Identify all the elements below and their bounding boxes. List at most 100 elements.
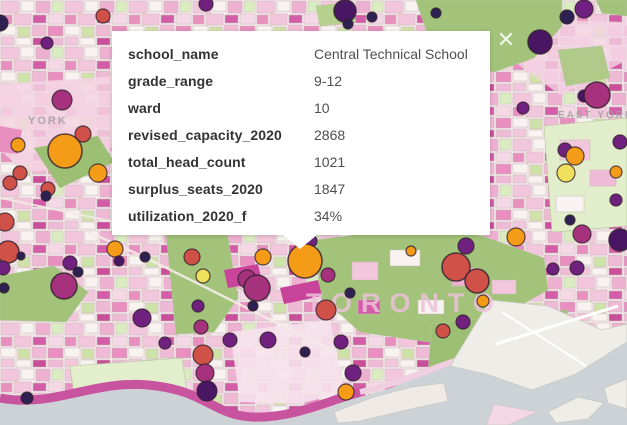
school-marker[interactable] — [0, 240, 20, 264]
school-marker[interactable] — [40, 36, 54, 50]
school-marker[interactable] — [195, 268, 211, 284]
school-markers — [0, 0, 627, 405]
school-marker[interactable] — [299, 346, 311, 358]
tooltip-row: grade_range 9-12 — [128, 67, 474, 94]
school-marker[interactable] — [72, 266, 84, 278]
tooltip-field-value: 1847 — [314, 180, 346, 197]
school-marker[interactable] — [609, 193, 623, 207]
school-marker[interactable] — [2, 175, 18, 191]
school-marker[interactable] — [0, 260, 11, 276]
tooltip-field-label: school_name — [128, 45, 219, 62]
school-marker[interactable] — [158, 336, 172, 350]
tooltip-row: school_name Central Technical School — [128, 40, 474, 67]
school-marker[interactable] — [337, 383, 355, 401]
school-marker[interactable] — [195, 363, 215, 383]
school-marker[interactable] — [516, 101, 530, 115]
school-marker[interactable] — [608, 228, 627, 252]
school-marker[interactable] — [113, 255, 125, 267]
school-marker[interactable] — [259, 331, 277, 349]
school-marker[interactable] — [254, 248, 272, 266]
school-marker[interactable] — [366, 11, 378, 23]
school-marker[interactable] — [193, 319, 209, 335]
tooltip-field-value: 2868 — [314, 126, 346, 143]
tooltip-field-value: 34% — [314, 207, 343, 224]
school-marker[interactable] — [287, 243, 323, 279]
tooltip-row: ward 10 — [128, 94, 474, 121]
school-marker[interactable] — [430, 7, 442, 19]
portlands — [333, 299, 627, 425]
school-marker[interactable] — [88, 163, 108, 183]
school-marker[interactable] — [344, 364, 362, 382]
tooltip-field-label: surplus_seats_2020 — [128, 180, 263, 197]
tooltip-rows: school_name Central Technical School grade… — [128, 40, 474, 229]
tooltip-popup: school_name Central Technical School grade… — [112, 31, 490, 249]
tooltip-field-value: 1021 — [314, 153, 346, 170]
school-marker[interactable] — [435, 323, 451, 339]
school-marker[interactable] — [198, 0, 214, 12]
school-marker[interactable] — [16, 251, 26, 261]
school-marker[interactable] — [51, 89, 73, 111]
school-marker[interactable] — [441, 252, 471, 282]
tooltip-row: surplus_seats_2020 1847 — [128, 175, 474, 202]
school-marker[interactable] — [344, 287, 356, 299]
school-marker[interactable] — [247, 300, 259, 312]
school-marker[interactable] — [559, 9, 575, 25]
school-marker[interactable] — [106, 240, 124, 258]
school-marker[interactable] — [50, 272, 78, 300]
school-marker[interactable] — [0, 282, 10, 294]
tooltip-pointer — [283, 235, 317, 249]
school-marker[interactable] — [565, 146, 585, 166]
school-marker[interactable] — [527, 29, 553, 55]
school-marker[interactable] — [506, 227, 526, 247]
school-marker[interactable] — [243, 274, 271, 302]
school-marker[interactable] — [10, 137, 26, 153]
school-marker[interactable] — [612, 134, 627, 150]
school-marker[interactable] — [333, 334, 349, 350]
school-marker[interactable] — [476, 294, 490, 308]
school-marker[interactable] — [196, 380, 218, 402]
tooltip-field-value: Central Technical School — [314, 45, 468, 62]
school-marker[interactable] — [333, 0, 357, 23]
school-marker[interactable] — [556, 163, 576, 183]
tooltip-field-value: 10 — [314, 99, 330, 116]
tooltip-field-label: ward — [128, 99, 162, 116]
tooltip-field-label: grade_range — [128, 72, 214, 89]
school-marker[interactable] — [455, 314, 471, 330]
school-marker[interactable] — [12, 165, 28, 181]
school-marker[interactable] — [569, 260, 585, 276]
tooltip-field-label: revised_capacity_2020 — [128, 126, 282, 143]
school-marker[interactable] — [132, 308, 152, 328]
tooltip-field-label: total_head_count — [128, 153, 246, 170]
school-marker[interactable] — [62, 255, 78, 271]
school-marker[interactable] — [405, 245, 417, 257]
school-marker[interactable] — [0, 14, 9, 32]
school-marker[interactable] — [95, 8, 111, 24]
school-marker[interactable] — [47, 133, 83, 169]
tooltip-row: revised_capacity_2020 2868 — [128, 121, 474, 148]
school-marker[interactable] — [191, 299, 205, 313]
lake-water — [0, 325, 627, 425]
school-marker[interactable] — [320, 267, 336, 283]
tooltip-field-value: 9-12 — [314, 72, 343, 89]
school-marker[interactable] — [192, 344, 214, 366]
school-marker[interactable] — [315, 299, 337, 321]
school-marker[interactable] — [222, 332, 238, 348]
school-marker[interactable] — [457, 237, 475, 255]
school-marker[interactable] — [342, 18, 354, 30]
school-marker[interactable] — [139, 251, 151, 263]
school-marker[interactable] — [572, 224, 592, 244]
school-marker[interactable] — [74, 125, 92, 143]
school-marker[interactable] — [583, 81, 611, 109]
school-marker[interactable] — [40, 190, 52, 202]
school-marker[interactable] — [0, 212, 15, 232]
close-icon[interactable]: ✕ — [496, 27, 516, 52]
school-marker[interactable] — [20, 391, 34, 405]
school-marker[interactable] — [183, 248, 201, 266]
school-marker[interactable] — [609, 165, 623, 179]
school-marker[interactable] — [546, 262, 560, 276]
portlands-roads — [495, 304, 619, 367]
school-marker[interactable] — [574, 0, 594, 19]
school-marker[interactable] — [564, 214, 576, 226]
school-marker[interactable] — [464, 268, 490, 294]
